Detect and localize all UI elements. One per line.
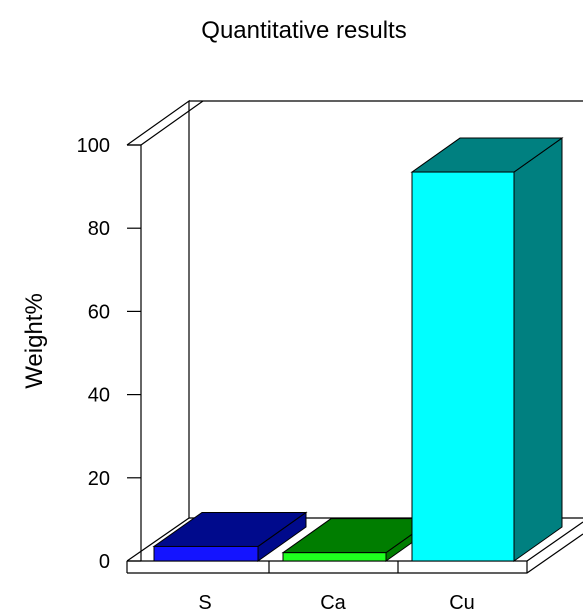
x-tick-label: Cu — [449, 592, 475, 614]
bar-side — [513, 137, 563, 562]
y-tick-label: 60 — [88, 301, 110, 323]
y-tick-label: 100 — [77, 135, 110, 157]
bar-front — [282, 552, 387, 562]
chart-title: Quantitative results — [201, 17, 406, 44]
y-tick-label: 0 — [99, 551, 110, 573]
bar-S — [152, 511, 308, 562]
bar-front — [411, 171, 515, 562]
x-tick-label: Ca — [320, 592, 346, 614]
bar-Cu — [410, 137, 564, 562]
x-tick-label: S — [198, 592, 211, 614]
y-axis-label: Weight% — [21, 293, 48, 389]
bar-front — [153, 545, 259, 562]
y-tick-label: 80 — [88, 218, 110, 240]
y-tick-label: 20 — [88, 468, 110, 490]
y-tick-label: 40 — [88, 385, 110, 407]
